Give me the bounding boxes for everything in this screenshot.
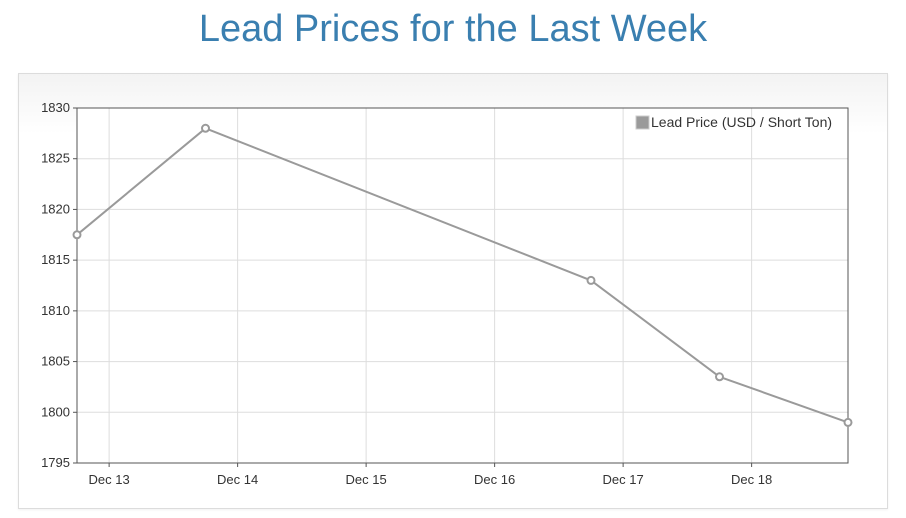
plot-area — [77, 108, 848, 463]
x-tick-label: Dec 14 — [217, 472, 258, 487]
y-tick-label: 1815 — [41, 252, 70, 267]
data-point[interactable] — [72, 230, 82, 240]
line-chart: 1795 1800 1805 1810 1815 1820 1825 1830 Dec 13 De… — [41, 100, 853, 487]
y-tick-label: 1820 — [41, 201, 70, 216]
chart-panel: 1795 1800 1805 1810 1815 1820 1825 1830 Dec 13 De… — [18, 73, 888, 509]
x-tick-label: Dec 18 — [731, 472, 772, 487]
y-tick-label: 1800 — [41, 404, 70, 419]
y-tick-label: 1825 — [41, 151, 70, 166]
data-point[interactable] — [843, 417, 853, 427]
page-title: Lead Prices for the Last Week — [198, 8, 708, 50]
x-tick-label: Dec 13 — [89, 472, 130, 487]
y-tick-label: 1805 — [41, 354, 70, 369]
x-tick-label: Dec 16 — [474, 472, 515, 487]
legend-label[interactable]: Lead Price (USD / Short Ton) — [651, 114, 832, 130]
x-tick-label: Dec 15 — [346, 472, 387, 487]
plot-border — [76, 107, 849, 464]
legend[interactable]: Lead Price (USD / Short Ton) — [635, 114, 832, 130]
grid-lines — [77, 107, 848, 464]
data-point[interactable] — [715, 372, 724, 382]
series — [72, 123, 853, 427]
data-point[interactable] — [201, 123, 210, 133]
axes: 1795 1800 1805 1810 1815 1820 1825 1830 Dec 13 De… — [41, 100, 849, 487]
y-tick-label: 1810 — [41, 303, 70, 318]
y-tick-label: 1795 — [41, 455, 70, 470]
data-point[interactable] — [586, 275, 596, 285]
y-tick-label: 1830 — [41, 100, 70, 115]
legend-swatch — [635, 115, 650, 130]
x-tick-label: Dec 17 — [603, 472, 644, 487]
